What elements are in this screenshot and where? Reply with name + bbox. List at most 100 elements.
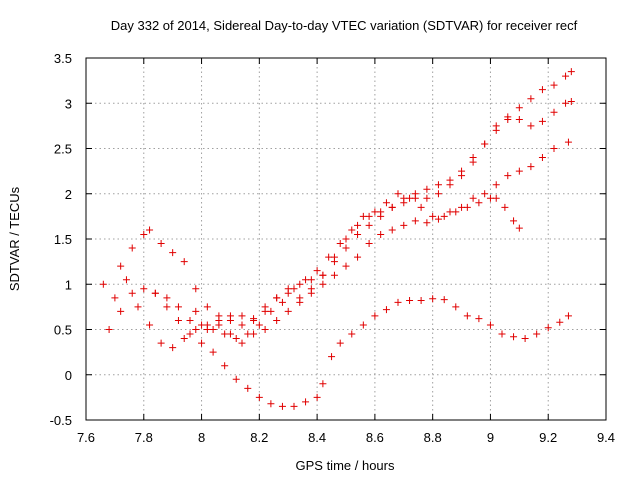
- data-point: [515, 224, 523, 232]
- data-point: [504, 113, 512, 121]
- data-point: [278, 402, 286, 410]
- data-point: [377, 212, 385, 220]
- data-point: [157, 339, 165, 347]
- data-point: [250, 315, 258, 323]
- data-point: [550, 108, 558, 116]
- y-tick-label: 1: [65, 277, 72, 292]
- data-point: [406, 297, 414, 305]
- data-point: [313, 267, 321, 275]
- data-point: [319, 271, 327, 279]
- data-point: [261, 307, 269, 315]
- data-point: [122, 276, 130, 284]
- data-point: [244, 330, 252, 338]
- data-point: [429, 295, 437, 303]
- data-point: [486, 321, 494, 329]
- data-point: [267, 400, 275, 408]
- data-point: [510, 333, 518, 341]
- data-point: [354, 221, 362, 229]
- data-point: [481, 140, 489, 148]
- data-point: [151, 289, 159, 297]
- data-points: [99, 68, 575, 410]
- data-point: [192, 285, 200, 293]
- data-point: [302, 398, 310, 406]
- data-point: [469, 194, 477, 202]
- data-point: [348, 330, 356, 338]
- data-point: [515, 116, 523, 124]
- data-point: [307, 285, 315, 293]
- data-point: [515, 104, 523, 112]
- data-point: [533, 330, 541, 338]
- y-tick-label: 0.5: [54, 323, 72, 338]
- data-point: [562, 72, 570, 80]
- data-point: [186, 316, 194, 324]
- data-point: [348, 226, 356, 234]
- data-point: [244, 384, 252, 392]
- data-point: [238, 312, 246, 320]
- data-point: [469, 158, 477, 166]
- data-point: [354, 253, 362, 261]
- data-point: [328, 353, 336, 361]
- data-point: [169, 344, 177, 352]
- data-point: [388, 203, 396, 211]
- data-point: [527, 163, 535, 171]
- data-point: [382, 306, 390, 314]
- data-point: [325, 253, 333, 261]
- data-point: [434, 181, 442, 189]
- data-point: [492, 181, 500, 189]
- data-point: [556, 318, 564, 326]
- data-point: [278, 298, 286, 306]
- data-series: [192, 68, 575, 329]
- data-point: [400, 221, 408, 229]
- data-point: [284, 307, 292, 315]
- y-tick-label: 2.5: [54, 142, 72, 157]
- data-point: [411, 194, 419, 202]
- data-point: [105, 326, 113, 333]
- data-point: [330, 258, 338, 266]
- data-point: [371, 208, 379, 216]
- data-point: [527, 122, 535, 130]
- data-point: [209, 348, 217, 356]
- x-tick-label: 7.6: [77, 430, 95, 445]
- data-point: [475, 199, 483, 207]
- data-point: [365, 240, 373, 248]
- data-point: [336, 240, 344, 248]
- data-point: [336, 339, 344, 347]
- data-point: [140, 285, 148, 293]
- data-point: [238, 321, 246, 329]
- data-point: [550, 145, 558, 152]
- data-point: [221, 330, 229, 338]
- y-axis-label: SDTVAR / TECUs: [7, 186, 22, 291]
- data-point: [296, 280, 304, 288]
- data-point: [342, 235, 350, 243]
- data-point: [255, 321, 263, 329]
- data-point: [215, 316, 223, 324]
- data-point: [221, 362, 229, 370]
- data-point: [203, 303, 211, 311]
- data-point: [192, 326, 200, 333]
- data-point: [134, 303, 142, 311]
- data-point: [261, 326, 269, 333]
- data-point: [128, 244, 136, 252]
- data-point: [163, 294, 171, 302]
- grid: [86, 58, 606, 420]
- data-point: [186, 330, 194, 338]
- data-point: [174, 303, 182, 311]
- data-point: [180, 258, 188, 266]
- x-tick-labels: 7.6 7.8 8 8.2 8.4 8.6 8.8 9 9.2 9.4: [77, 430, 615, 445]
- data-series: [117, 97, 575, 329]
- y-tick-labels: -0.5 0 0.5 1 1.5 2 2.5 3 3.5: [50, 51, 72, 428]
- data-point: [371, 312, 379, 320]
- data-point: [111, 294, 119, 302]
- data-point: [394, 298, 402, 306]
- data-point: [463, 312, 471, 320]
- data-point: [440, 212, 448, 220]
- data-point: [174, 316, 182, 324]
- data-point: [434, 190, 442, 198]
- y-tick-label: 3.5: [54, 51, 72, 66]
- data-point: [180, 335, 188, 343]
- data-point: [481, 190, 489, 198]
- data-point: [319, 380, 327, 388]
- x-tick-label: 8.6: [366, 430, 384, 445]
- data-point: [140, 230, 148, 238]
